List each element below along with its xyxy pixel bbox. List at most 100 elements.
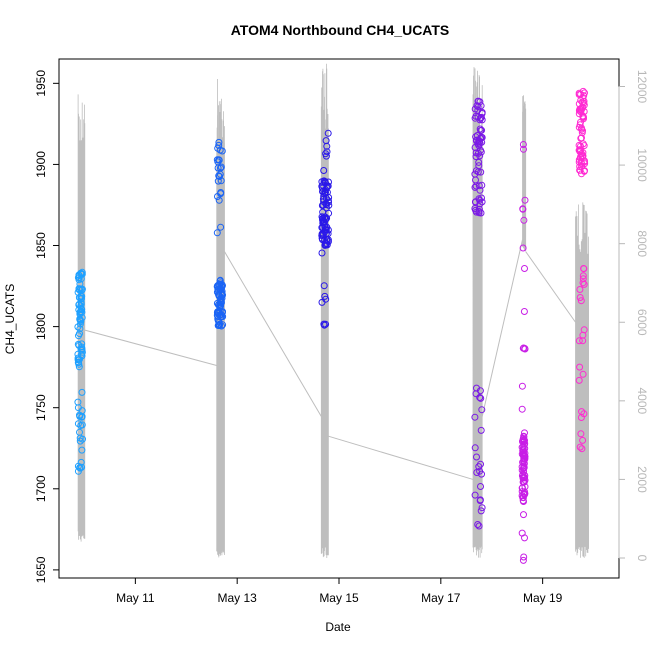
ch4-data-point — [519, 205, 527, 213]
ch4-data-point — [580, 265, 588, 272]
ch4-data-point — [476, 394, 484, 401]
ch4-data-point — [521, 534, 528, 542]
ch4-data-point — [213, 283, 221, 290]
ch4-data-point — [78, 413, 86, 421]
ch4-data-point — [579, 436, 587, 444]
ch4-data-point — [579, 113, 587, 121]
ch4-data-point — [219, 321, 227, 329]
ch4-data-point — [77, 422, 85, 429]
chart-title: ATOM4 Northbound CH4_UCATS — [231, 22, 450, 38]
ch4-data-point — [213, 229, 221, 237]
ch4-data-point — [477, 426, 485, 434]
ch4-data-point — [217, 163, 225, 171]
ch4-data-point — [478, 194, 485, 202]
ch4-data-point — [520, 473, 528, 481]
ch4-data-point — [520, 511, 527, 519]
ch4-data-point — [576, 163, 584, 171]
ch4-data-point — [322, 240, 330, 247]
ch4-data-point — [74, 288, 82, 296]
altitude-transit — [84, 329, 217, 366]
ch4-data-point — [473, 469, 481, 476]
altitude-profile — [216, 78, 225, 558]
ch4-data-point — [575, 89, 583, 97]
y-tick-label: 1700 — [34, 475, 48, 502]
ch4-data-point — [476, 125, 484, 133]
ch4-data-point — [471, 413, 479, 421]
ch4-data-point — [477, 507, 485, 515]
ch4-data-point — [320, 321, 328, 329]
ch4-data-point — [520, 436, 528, 444]
ch4-data-point — [217, 164, 224, 172]
ch4-data-point — [476, 496, 484, 504]
ch4-data-point — [521, 345, 529, 352]
ch4-data-point — [74, 354, 82, 362]
ch4-data-point — [218, 147, 226, 155]
ch4-data-point — [576, 363, 584, 371]
y-axis-label: CH4_UCATS — [3, 284, 17, 354]
ch4-data-point — [578, 170, 585, 178]
ch4-data-point — [76, 330, 83, 338]
ch4-data-point — [577, 106, 585, 114]
ch4-data-point — [474, 521, 482, 528]
ch4-data-point — [213, 309, 221, 317]
ch4-data-point — [78, 340, 86, 348]
ch4-data-point — [318, 184, 326, 192]
ch4-data-point — [76, 434, 84, 442]
ch4-data-point — [74, 420, 82, 428]
ch4-data-point — [474, 97, 482, 105]
ch4-data-point — [215, 156, 223, 164]
altitude-profile — [472, 67, 483, 558]
ch4-data-point — [323, 195, 330, 203]
altitude-series — [77, 63, 589, 559]
ch4-data-point — [575, 156, 583, 164]
ch4-data-point — [577, 118, 584, 126]
ch4-data-point — [577, 142, 584, 150]
ch4-data-point — [578, 125, 586, 133]
x-tick-label: May 11 — [116, 591, 155, 605]
ch4-data-point — [478, 126, 486, 134]
y-axis: 1650 1700 1750 1800 1850 1900 1950 — [34, 70, 60, 583]
ch4-data-point — [520, 308, 528, 315]
ch4-data-point — [520, 216, 528, 224]
ch4-data-point — [471, 491, 479, 499]
ch4-data-point — [78, 446, 86, 454]
ch4-data-point — [577, 414, 585, 421]
ch4-data-point — [323, 223, 331, 231]
ch4-data-point — [581, 89, 588, 97]
ch4-data-point — [579, 275, 587, 283]
ch4-data-point — [474, 168, 482, 176]
y-tick-label: 1650 — [34, 556, 48, 583]
ch4-data-point — [473, 136, 481, 144]
ch4-data-point — [475, 522, 483, 530]
ch4-data-point — [74, 398, 82, 406]
ch4-data-point — [478, 470, 485, 478]
ch4-data-point — [216, 302, 224, 310]
ch4-data-point — [577, 297, 585, 305]
ch4-data-point — [322, 137, 330, 145]
ch4-data-point — [78, 292, 86, 300]
ch4-data-point — [76, 320, 84, 328]
y-tick-label: 1850 — [34, 232, 48, 259]
ch4-data-point — [473, 453, 480, 461]
ch4-data-point — [519, 141, 527, 148]
ch4-data-point — [214, 286, 222, 294]
ch4-data-point — [579, 279, 587, 287]
y2-tick-label: 8000 — [635, 230, 649, 257]
ch4-data-point — [472, 390, 480, 398]
ch4-data-point — [519, 470, 527, 478]
ch4-data-point — [323, 204, 330, 212]
altitude-transit — [328, 435, 474, 480]
ch4-data-point — [219, 291, 226, 299]
ch4-data-point — [319, 217, 327, 224]
ch4-data-point — [521, 454, 529, 462]
ch4-data-point — [518, 382, 526, 390]
ch4-data-point — [579, 370, 587, 378]
altitude-profile — [522, 95, 527, 252]
ch4-data-point — [576, 443, 584, 451]
ch4-data-point — [519, 556, 527, 564]
x-axis: May 11 May 13 May 15 May 17 May 19 — [116, 577, 563, 605]
ch4-data-point — [579, 149, 587, 157]
ch4-data-point — [476, 116, 484, 124]
ch4-data-point — [76, 325, 84, 333]
